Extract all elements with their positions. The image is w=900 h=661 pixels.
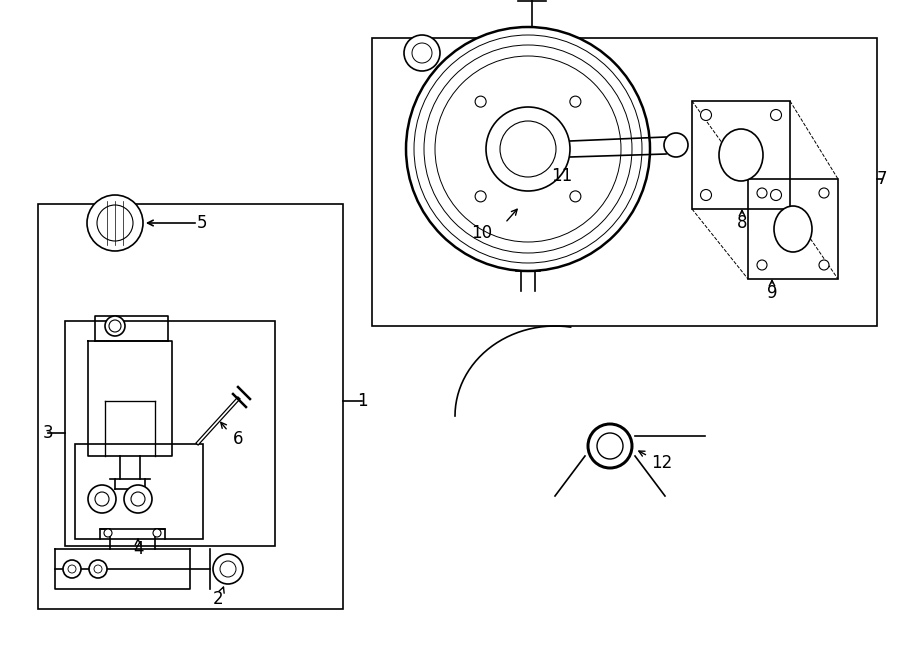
Circle shape (95, 492, 109, 506)
Circle shape (588, 424, 632, 468)
Text: 12: 12 (652, 454, 672, 472)
Text: 6: 6 (233, 430, 243, 448)
Text: 8: 8 (737, 214, 747, 232)
Circle shape (819, 260, 829, 270)
Ellipse shape (774, 206, 812, 252)
Circle shape (770, 190, 781, 200)
Circle shape (770, 110, 781, 120)
Circle shape (700, 110, 712, 120)
Text: 10: 10 (472, 224, 492, 242)
Circle shape (97, 205, 133, 241)
Circle shape (570, 191, 580, 202)
Circle shape (412, 43, 432, 63)
Text: 9: 9 (767, 284, 778, 302)
Circle shape (104, 529, 112, 537)
Circle shape (597, 433, 623, 459)
Circle shape (63, 560, 81, 578)
Bar (75, 444, 203, 539)
Circle shape (475, 96, 486, 107)
Circle shape (757, 260, 767, 270)
Circle shape (700, 190, 712, 200)
Circle shape (404, 35, 440, 71)
Circle shape (570, 96, 580, 107)
Circle shape (213, 554, 243, 584)
Circle shape (475, 191, 486, 202)
Circle shape (89, 560, 107, 578)
Bar (748, 179, 838, 279)
Circle shape (87, 195, 143, 251)
Text: 7: 7 (877, 170, 887, 188)
Circle shape (500, 121, 556, 177)
Ellipse shape (719, 129, 763, 181)
Circle shape (220, 561, 236, 577)
Circle shape (486, 107, 570, 191)
Circle shape (68, 565, 76, 573)
Circle shape (88, 485, 116, 513)
Circle shape (105, 316, 125, 336)
Bar (372, 38, 877, 326)
Circle shape (109, 320, 121, 332)
Circle shape (124, 485, 152, 513)
Bar (65, 321, 275, 546)
Circle shape (819, 188, 829, 198)
Circle shape (757, 188, 767, 198)
Text: 5: 5 (197, 214, 207, 232)
Circle shape (664, 133, 688, 157)
Circle shape (406, 27, 650, 271)
Text: 4: 4 (133, 540, 143, 558)
Bar (692, 101, 790, 209)
Bar (38, 204, 343, 609)
Text: 3: 3 (42, 424, 53, 442)
Circle shape (94, 565, 102, 573)
Text: 2: 2 (212, 590, 223, 608)
Circle shape (153, 529, 161, 537)
Text: 11: 11 (552, 167, 572, 185)
Text: 1: 1 (356, 392, 367, 410)
Circle shape (131, 492, 145, 506)
